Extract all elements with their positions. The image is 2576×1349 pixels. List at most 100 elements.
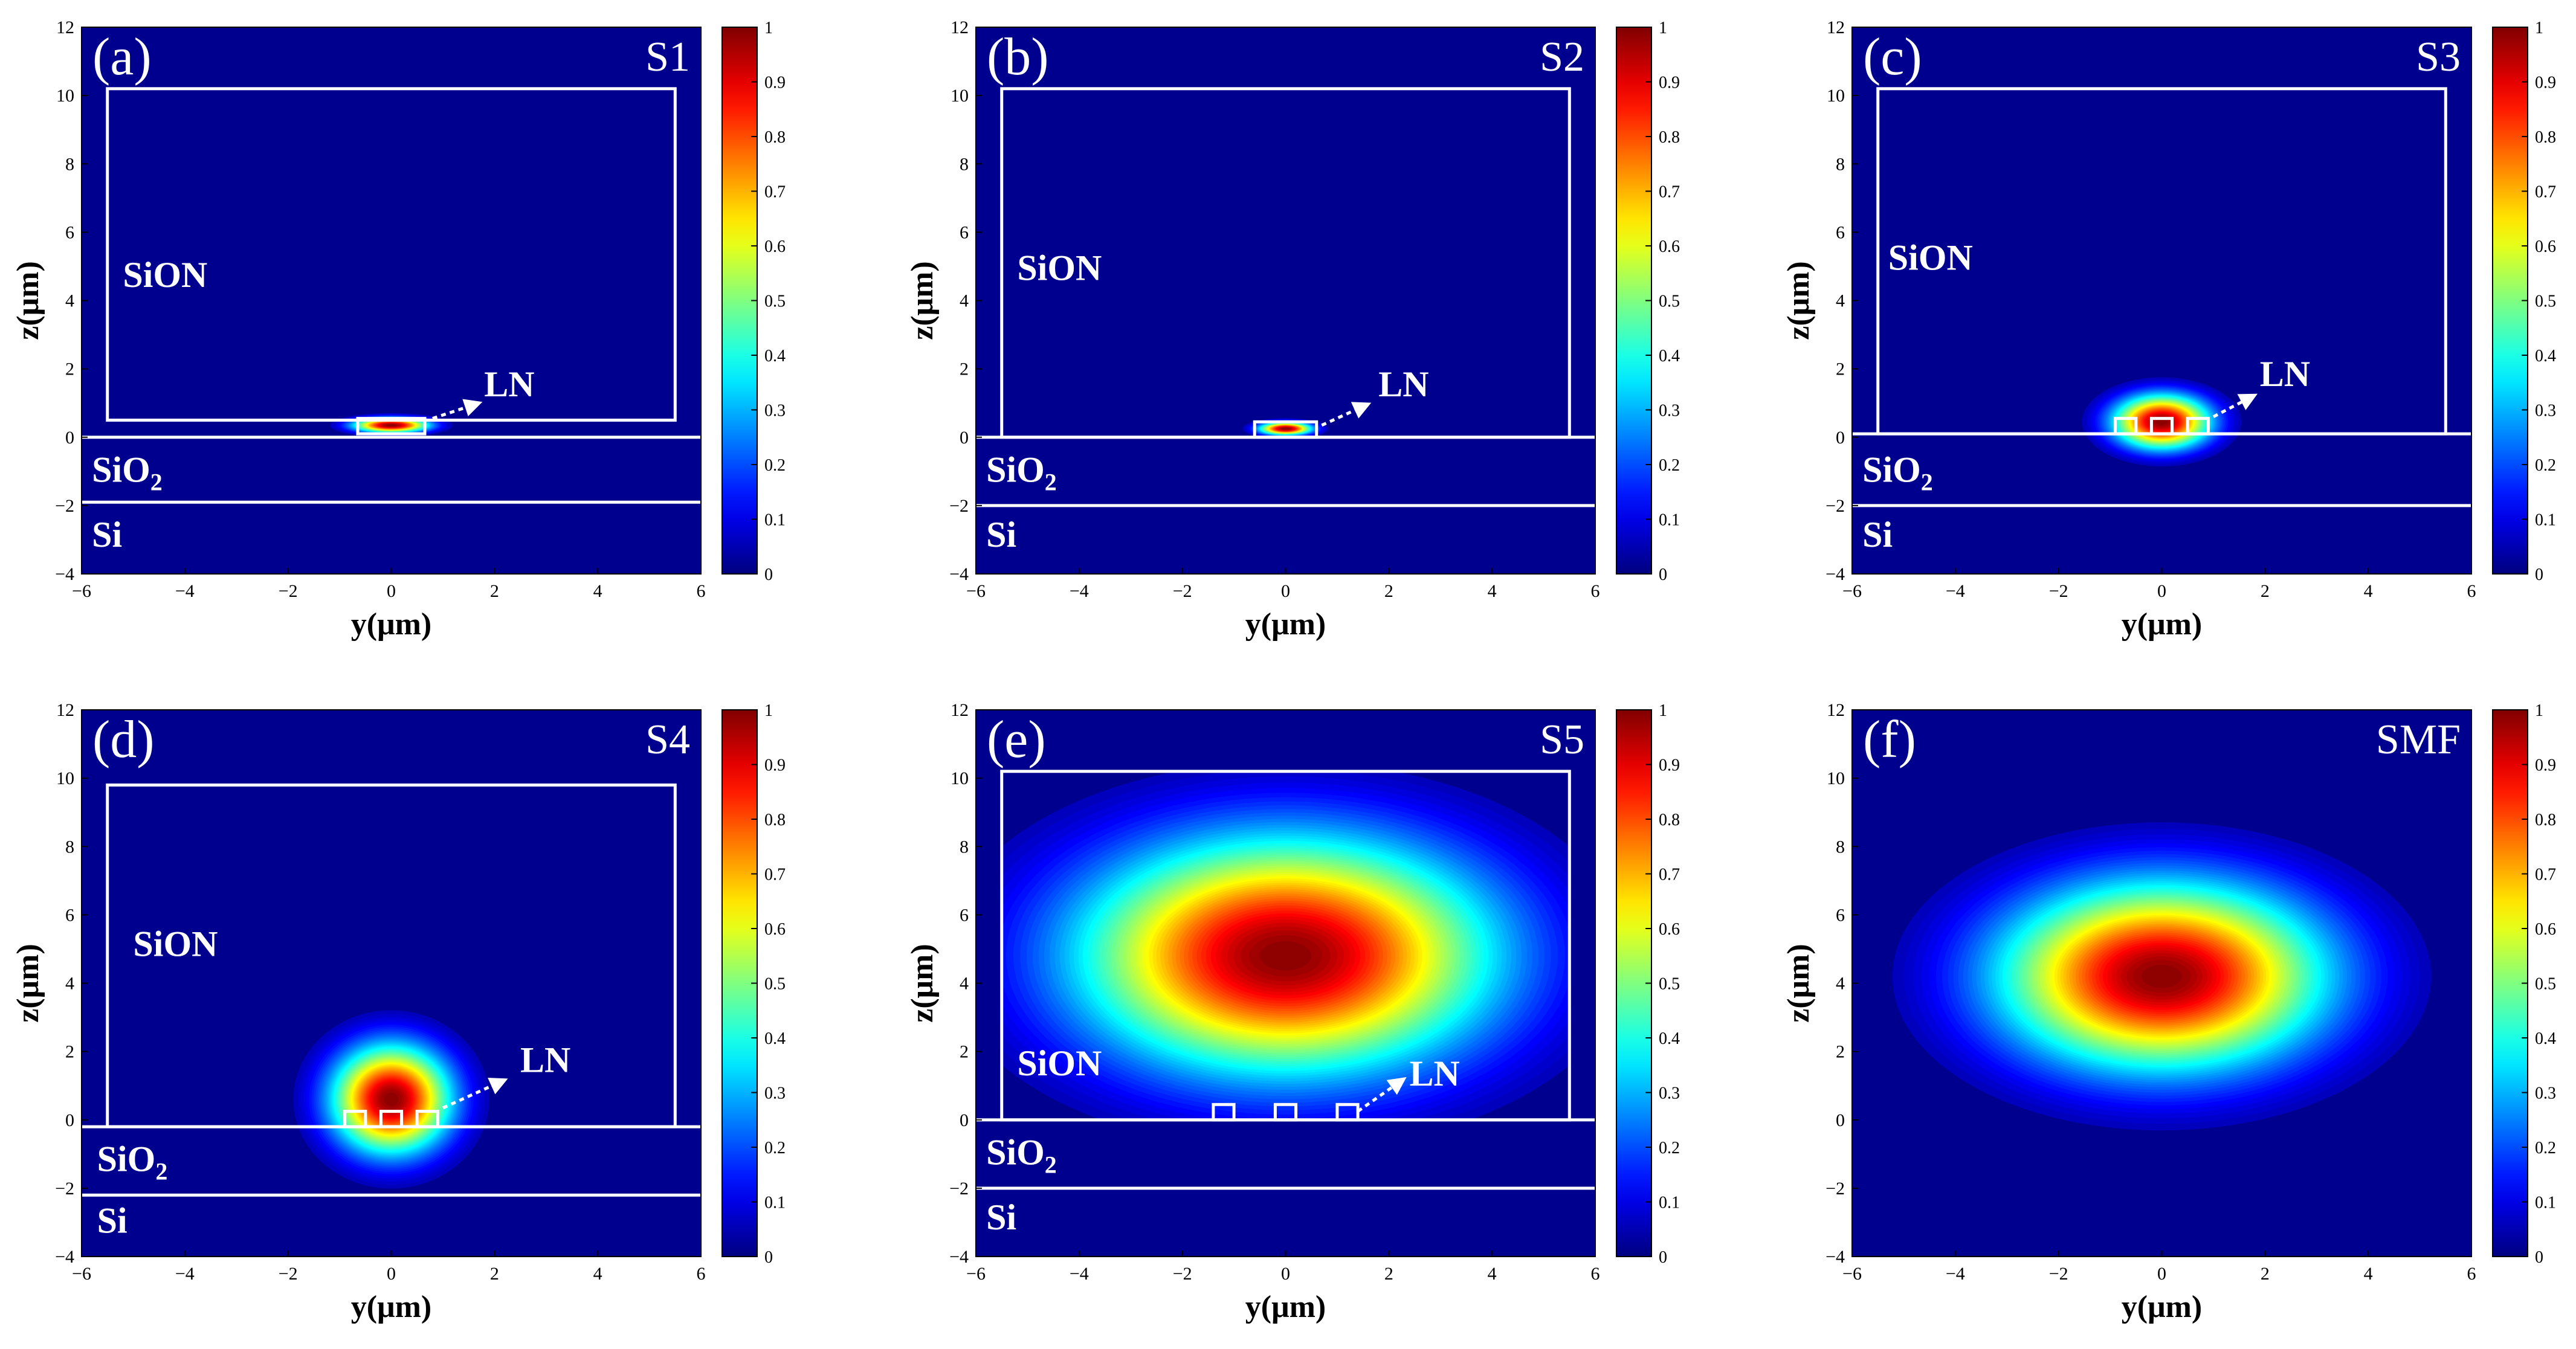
colorbar-tick-label: 0.1 [1659, 511, 1680, 530]
y-tick-label: 10 [1827, 768, 1845, 788]
y-tick-label: 0 [65, 1110, 74, 1130]
x-tick-label: −2 [2049, 1264, 2068, 1284]
mode-field [1001, 771, 1570, 1120]
x-tick-label: 6 [2467, 1264, 2476, 1284]
y-tick-label: 10 [951, 768, 969, 788]
waveguide-1 [379, 1110, 404, 1128]
colorbar-tick-label: 0.5 [2535, 975, 2556, 994]
y-tick-label: 2 [65, 1042, 74, 1062]
x-tick-label: 0 [2157, 1264, 2166, 1284]
region-label: Si [986, 515, 1016, 555]
colorbar-tick-label: 0.1 [2535, 1194, 2556, 1212]
x-tick-label: −2 [279, 1264, 298, 1284]
y-tick-label: 4 [960, 291, 969, 311]
colorbar-tick-label: 0.2 [1659, 1139, 1680, 1157]
mode-field [2082, 377, 2242, 467]
y-tick-label: −4 [1825, 1247, 1845, 1267]
x-tick-label: −4 [1070, 1264, 1089, 1284]
colorbar-tick-label: 0.2 [764, 1139, 786, 1157]
y-tick-label: 0 [1836, 428, 1845, 448]
colorbar-tick-label: 0.4 [2535, 1029, 2556, 1048]
colorbar-tick-label: 0.3 [1659, 402, 1680, 420]
colorbar-tick-label: 0.6 [764, 237, 786, 256]
y-axis-label: z(μm) [905, 944, 940, 1023]
x-tick-label: −6 [966, 581, 986, 601]
y-axis-label: z(μm) [11, 261, 45, 340]
x-tick-label: 2 [1384, 581, 1393, 601]
x-tick-label: 6 [697, 581, 706, 601]
waveguide-1 [2149, 417, 2174, 436]
x-tick-label: 0 [2157, 581, 2166, 601]
y-tick-label: 10 [951, 86, 969, 106]
colorbar-tick-label: 0.9 [764, 74, 786, 92]
y-tick-label: 10 [56, 86, 74, 106]
y-tick-label: 4 [1836, 974, 1845, 994]
x-axis-label: y(μm) [2122, 1290, 2202, 1324]
y-tick-label: 0 [65, 428, 74, 448]
y-tick-label: 8 [1836, 154, 1845, 174]
panel-label: (f) [1863, 710, 1916, 769]
x-axis-label: y(μm) [351, 607, 431, 642]
x-tick-label: 4 [593, 1264, 602, 1284]
field-background [976, 27, 1595, 574]
x-axis-label: y(μm) [1245, 1290, 1326, 1324]
y-tick-label: 6 [1836, 222, 1845, 242]
x-tick-label: −4 [1946, 581, 1965, 601]
region-subscript: 2 [155, 1158, 167, 1185]
y-tick-label: −2 [1825, 1179, 1845, 1199]
colorbar-tick-label: 1 [2535, 19, 2543, 37]
x-tick-label: 0 [387, 1264, 396, 1284]
x-tick-label: −2 [1173, 581, 1192, 601]
region-subscript: 2 [1921, 468, 1933, 495]
mode-field [1892, 822, 2432, 1131]
panel-label: (c) [1863, 28, 1922, 86]
y-tick-label: 8 [960, 154, 969, 174]
x-tick-label: −4 [1946, 1264, 1965, 1284]
colorbar-tick-label: 0.4 [764, 1029, 786, 1048]
x-tick-label: −4 [175, 1264, 195, 1284]
waveguide-0 [356, 417, 427, 436]
region-label: SiON [1017, 1043, 1102, 1083]
colorbar-tick-label: 0.4 [1659, 347, 1680, 365]
y-tick-label: 6 [65, 222, 74, 242]
x-tick-label: 6 [1591, 1264, 1600, 1284]
y-tick-label: 6 [960, 905, 969, 925]
panel-label: (d) [92, 710, 155, 769]
y-axis-label: z(μm) [905, 261, 940, 340]
x-tick-label: 6 [697, 1264, 706, 1284]
x-tick-label: −4 [175, 581, 195, 601]
colorbar-tick-label: 0 [1659, 1248, 1667, 1267]
colorbar-tick-label: 0.3 [764, 402, 786, 420]
y-tick-label: 8 [65, 154, 74, 174]
y-tick-label: 6 [65, 905, 74, 925]
x-tick-label: 2 [2261, 1264, 2270, 1284]
colorbar-tick-label: 0.8 [764, 811, 786, 829]
x-tick-label: −6 [966, 1264, 986, 1284]
colorbar-tick-label: 0.9 [2535, 756, 2556, 775]
y-tick-label: −2 [55, 1179, 74, 1199]
colorbar-tick-label: 0.5 [764, 292, 786, 311]
colorbar-tick-label: 0.6 [2535, 920, 2556, 939]
colorbar-tick-label: 0 [764, 565, 773, 584]
ln-arrow [2212, 393, 2258, 419]
colorbar-tick-label: 0.9 [764, 756, 786, 775]
colorbar-tick-label: 0.6 [764, 920, 786, 939]
region-subscript: 2 [150, 468, 163, 495]
waveguide-0 [1212, 1103, 1236, 1122]
x-tick-label: 6 [1591, 581, 1600, 601]
panel-title: S5 [1540, 716, 1584, 763]
panel-title: SMF [2376, 716, 2461, 763]
colorbar-tick-label: 0.9 [1659, 756, 1680, 775]
mode-field [1242, 418, 1329, 440]
y-tick-label: −2 [949, 496, 969, 516]
y-tick-label: 6 [1836, 905, 1845, 925]
region-subscript: 2 [1045, 468, 1057, 495]
waveguide-2 [2186, 417, 2210, 436]
colorbar-tick-label: 0.9 [2535, 74, 2556, 92]
colorbar-tick-label: 0.7 [1659, 183, 1680, 202]
